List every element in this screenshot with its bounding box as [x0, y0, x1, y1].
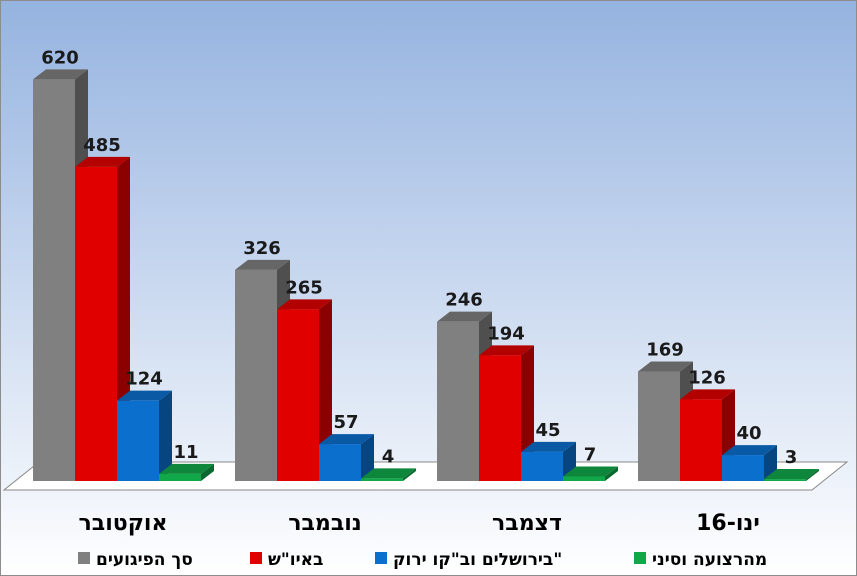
value-label: 265: [285, 277, 323, 298]
bar-top: [521, 441, 576, 452]
bar-top: [437, 311, 492, 322]
value-label: 194: [487, 323, 525, 344]
bar-top: [33, 69, 88, 80]
bar-front: [319, 444, 361, 481]
value-label: 169: [646, 340, 684, 361]
bars-group: [33, 69, 819, 481]
bar-front: [75, 166, 117, 481]
legend-item: סך הפיגועים: [78, 550, 193, 570]
bar-top: [764, 469, 819, 480]
value-label: 124: [125, 369, 163, 390]
bar-side: [605, 466, 618, 481]
bar: [277, 299, 332, 481]
value-label: 45: [535, 420, 560, 441]
bar-top: [235, 259, 290, 270]
bar: [764, 469, 819, 481]
bar-side: [319, 299, 332, 481]
bar-front: [638, 371, 680, 481]
bar: [319, 434, 374, 481]
category-label: אוקטובר: [79, 511, 168, 536]
bar: [563, 466, 618, 481]
legend-swatch: [375, 552, 387, 564]
category-label: ינו-16: [696, 511, 760, 536]
bar-front: [437, 321, 479, 481]
bar-group-2: [437, 311, 618, 481]
bar-front: [361, 478, 403, 481]
bar: [521, 441, 576, 481]
legend-item: באיו"ש: [250, 550, 323, 570]
legend-label: בירושלים וב"קו ירוק": [393, 550, 562, 570]
bar-front: [159, 473, 201, 481]
bar-group-0: [33, 69, 214, 481]
bar-top: [159, 463, 214, 474]
bar-top: [319, 434, 374, 445]
bar-side: [201, 463, 214, 481]
value-label: 40: [736, 423, 761, 444]
bar-side: [361, 434, 374, 481]
value-label: 620: [41, 47, 79, 68]
chart-floor: [2, 461, 849, 491]
legend-item: בירושלים וב"קו ירוק": [375, 550, 562, 570]
category-label: דצמבר: [492, 511, 562, 536]
value-label: 7: [584, 444, 597, 465]
bar: [361, 468, 416, 481]
bar: [159, 463, 214, 481]
bar-front: [722, 455, 764, 481]
bar-front: [479, 355, 521, 481]
bar-group-1: [235, 259, 416, 481]
bar-top: [638, 361, 693, 372]
bar: [117, 390, 172, 481]
bar-top: [277, 299, 332, 310]
value-label: 11: [173, 442, 198, 463]
bar-top: [680, 389, 735, 400]
value-label: 126: [688, 367, 726, 388]
legend-swatch: [634, 552, 646, 564]
legend: סך הפיגועים באיו"ש בירושלים וב"קו ירוק" מהר…: [78, 550, 767, 570]
bar-side: [806, 469, 819, 481]
value-label: 246: [445, 290, 483, 311]
bar-group-3: [638, 361, 819, 481]
value-label: 326: [243, 238, 281, 259]
legend-swatch: [250, 552, 262, 564]
category-labels-group: אוקטובר נובמבר דצמבר ינו-16: [79, 511, 760, 536]
bar-front: [235, 269, 277, 481]
bar-top: [75, 156, 130, 167]
bar-side: [403, 468, 416, 481]
bar-side: [159, 390, 172, 481]
legend-swatch: [78, 552, 90, 564]
legend-label: מהרצועה וסיני: [652, 550, 767, 570]
bar-top: [563, 466, 618, 477]
bar-top: [117, 390, 172, 401]
bar-front: [277, 309, 319, 481]
legend-item: מהרצועה וסיני: [634, 550, 767, 570]
legend-label: סך הפיגועים: [96, 550, 193, 570]
bar-front: [521, 451, 563, 481]
category-label: נובמבר: [288, 511, 362, 536]
value-label: 485: [83, 135, 121, 156]
value-label: 4: [382, 446, 395, 467]
bar: [722, 445, 777, 481]
value-label: 3: [785, 447, 798, 468]
value-label: 57: [333, 412, 358, 433]
bar-front: [33, 79, 75, 481]
bar-front: [680, 399, 722, 481]
bar: [479, 345, 534, 481]
bar-front: [117, 400, 159, 481]
bar-front: [764, 479, 806, 481]
bar-top: [722, 445, 777, 456]
legend-label: באיו"ש: [268, 550, 323, 570]
bar-top: [479, 345, 534, 356]
bar-front: [563, 476, 605, 481]
bar-top: [361, 468, 416, 479]
